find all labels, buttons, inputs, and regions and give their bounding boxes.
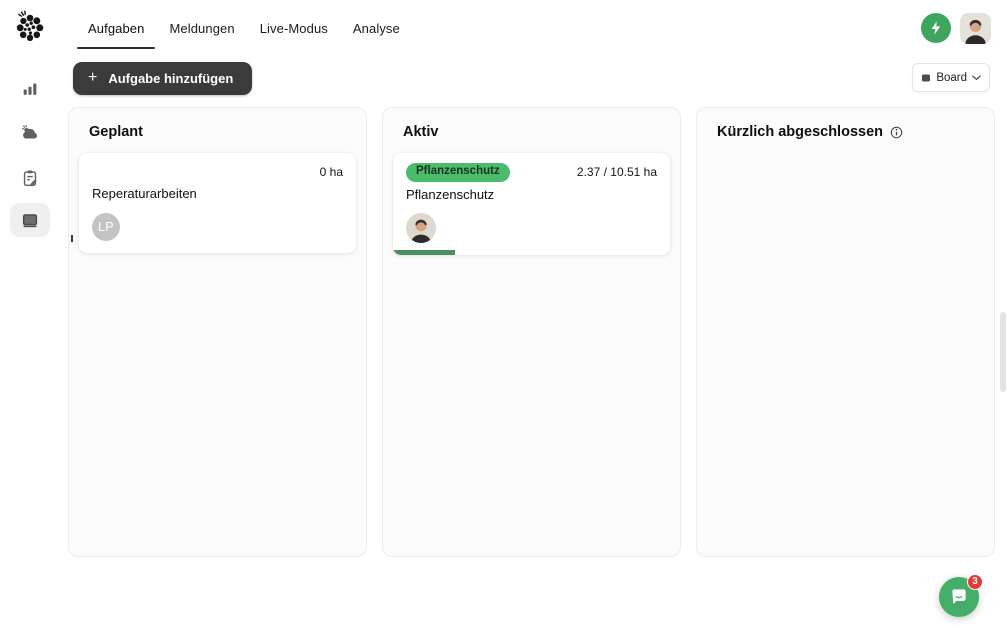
task-card-pflanzenschutz[interactable]: Pflanzenschutz 2.37 / 10.51 ha Pflanzens…: [393, 153, 670, 255]
assignee-avatar[interactable]: [406, 212, 436, 243]
category-badge: Pflanzenschutz: [406, 163, 510, 182]
column-title: Kürzlich abgeschlossen: [717, 124, 984, 140]
view-select-value: Board: [936, 71, 967, 84]
tab-label: Meldungen: [169, 20, 235, 36]
top-header: Aufgaben Meldungen Live-Modus Analyse: [0, 0, 1007, 56]
assignee-avatar[interactable]: LP: [92, 213, 120, 241]
sidebar-item-weather[interactable]: [10, 116, 50, 150]
tab-label: Aufgaben: [88, 20, 145, 36]
scrollbar-thumb[interactable]: [1000, 312, 1006, 392]
card-area-value: 2.37 / 10.51 ha: [576, 165, 657, 180]
column-abgeschlossen: Kürzlich abgeschlossen: [696, 107, 995, 557]
bar-chart-icon: [20, 79, 40, 99]
drag-indicator-tick: [71, 235, 73, 242]
card-meta-row: 0 ha: [92, 163, 343, 181]
tab-meldungen[interactable]: Meldungen: [169, 21, 234, 36]
column-title-text: Geplant: [89, 124, 143, 140]
progress-bar: [393, 249, 670, 255]
task-card-reperaturarbeiten[interactable]: 0 ha Reperaturarbeiten LP: [79, 153, 356, 253]
column-title: Geplant: [89, 124, 356, 140]
board-view-icon: [921, 73, 931, 83]
lightning-bolt-icon: [928, 20, 944, 36]
clipboard-pencil-icon: [20, 168, 40, 188]
main-nav: Aufgaben Meldungen Live-Modus Analyse: [76, 0, 400, 56]
board-icon: [20, 210, 40, 230]
card-title: Reperaturarbeiten: [92, 186, 197, 201]
chat-launcher-button[interactable]: 3: [939, 574, 983, 617]
sidebar-item-records[interactable]: [10, 161, 50, 195]
view-select-dropdown[interactable]: Board: [912, 63, 990, 92]
sidebar: [0, 56, 60, 628]
header-actions: [921, 0, 991, 56]
chevron-down-icon: [972, 75, 981, 81]
user-avatar[interactable]: [960, 12, 991, 44]
column-title-text: Kürzlich abgeschlossen: [717, 124, 883, 140]
tab-aufgaben[interactable]: Aufgaben: [76, 20, 157, 49]
plus-icon: +: [88, 68, 98, 86]
weather-icon: [20, 123, 40, 143]
quick-action-button[interactable]: [921, 13, 951, 43]
main-content: + Aufgabe hinzufügen Board Geplant 0 ha …: [60, 56, 1007, 628]
tab-label: Live-Modus: [259, 20, 328, 36]
card-meta-row: Pflanzenschutz 2.37 / 10.51 ha: [406, 163, 657, 182]
card-area-value: 0 ha: [319, 165, 343, 179]
add-task-label: Aufgabe hinzufügen: [108, 71, 234, 86]
progress-bar-fill: [393, 249, 456, 255]
column-geplant: Geplant 0 ha Reperaturarbeiten LP: [68, 107, 367, 557]
column-title-text: Aktiv: [403, 124, 439, 140]
add-task-button[interactable]: + Aufgabe hinzufügen: [73, 62, 253, 95]
info-icon[interactable]: [890, 126, 903, 139]
sidebar-item-statistics[interactable]: [10, 72, 50, 106]
tab-live-modus[interactable]: Live-Modus: [260, 21, 328, 36]
tab-label: Analyse: [352, 20, 400, 36]
chat-bubble-icon: [949, 587, 969, 607]
card-title: Pflanzenschutz: [406, 186, 495, 202]
column-title: Aktiv: [403, 124, 670, 140]
sidebar-item-board[interactable]: [10, 203, 50, 237]
app-logo: [11, 8, 49, 46]
notification-badge: 3: [967, 574, 983, 590]
tab-analyse[interactable]: Analyse: [353, 21, 400, 36]
kanban-board: Geplant 0 ha Reperaturarbeiten LP Aktiv …: [68, 107, 995, 557]
column-aktiv: Aktiv Pflanzenschutz 2.37 / 10.51 ha Pfl…: [382, 107, 681, 557]
